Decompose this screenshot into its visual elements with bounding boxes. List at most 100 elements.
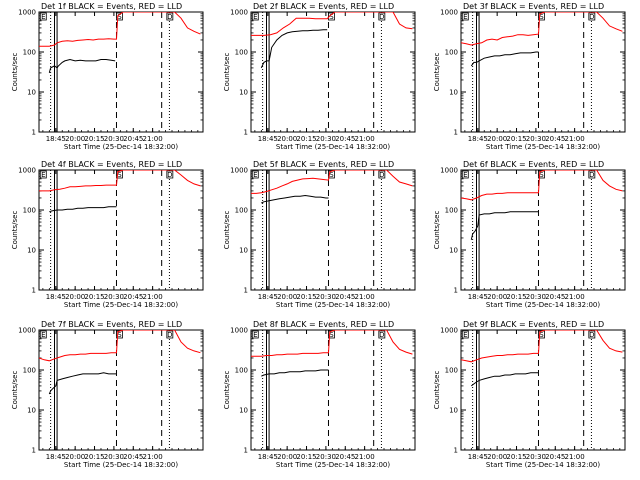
x-tick-label: 20:45 bbox=[545, 453, 565, 461]
chart-title: Det 3f BLACK = Events, RED = LLD bbox=[463, 2, 604, 11]
flag-label: S bbox=[329, 13, 334, 21]
y-tick-label: 1 bbox=[32, 129, 36, 137]
x-axis-label: Start Time (25-Dec-14 18:32:00) bbox=[486, 461, 600, 469]
y-axis-label: Counts/sec bbox=[223, 53, 231, 92]
chart-panel: Det 1f BLACK = Events, RED = LLD 1 10 100 10… bbox=[11, 2, 204, 151]
y-tick-label: 10 bbox=[27, 247, 36, 255]
flag-box bbox=[39, 170, 47, 179]
y-tick-label: 1 bbox=[244, 447, 248, 455]
flag-label: D bbox=[379, 171, 384, 179]
x-tick-label: 20:45 bbox=[123, 293, 143, 301]
lld-series-line bbox=[461, 170, 623, 201]
x-tick-label: 20:45 bbox=[335, 453, 355, 461]
events-series-line bbox=[49, 206, 117, 213]
plot-frame bbox=[250, 329, 416, 451]
y-tick-label: 1000 bbox=[18, 167, 36, 175]
flag-box bbox=[461, 12, 469, 21]
x-tick-label: 20:00 bbox=[65, 293, 85, 301]
x-tick-label: 20:45 bbox=[123, 135, 143, 143]
y-axis-label: Counts/sec bbox=[223, 211, 231, 250]
flag-label: S bbox=[117, 331, 122, 339]
x-tick-label: 18:45 bbox=[258, 453, 278, 461]
flag-box bbox=[116, 12, 123, 21]
x-tick-label: 20:45 bbox=[335, 293, 355, 301]
x-tick-label: 20:30 bbox=[104, 293, 124, 301]
y-tick-label: 1 bbox=[454, 129, 458, 137]
y-tick-label: 10 bbox=[449, 407, 458, 415]
x-axis-label: Start Time (25-Dec-14 18:32:00) bbox=[64, 301, 178, 309]
x-tick-label: 18:45 bbox=[468, 453, 488, 461]
x-tick-label: 20:15 bbox=[296, 293, 316, 301]
flag-label: D bbox=[589, 331, 594, 339]
events-series-line bbox=[470, 51, 539, 67]
x-axis-label: Start Time (25-Dec-14 18:32:00) bbox=[276, 461, 390, 469]
x-tick-label: 20:30 bbox=[316, 293, 336, 301]
y-tick-label: 1 bbox=[32, 287, 36, 295]
chart-title: Det 6f BLACK = Events, RED = LLD bbox=[463, 160, 604, 169]
y-tick-label: 1000 bbox=[440, 9, 458, 17]
chart-panel: Det 2f BLACK = Events, RED = LLD 1 10 100 10… bbox=[223, 2, 416, 151]
x-tick-label: 21:00 bbox=[143, 453, 163, 461]
x-tick-label: 21:00 bbox=[355, 135, 375, 143]
y-axis-label: Counts/sec bbox=[11, 53, 19, 92]
lld-series-line bbox=[39, 12, 201, 47]
flag-label: D bbox=[167, 171, 172, 179]
x-axis-label: Start Time (25-Dec-14 18:32:00) bbox=[276, 143, 390, 151]
y-tick-label: 100 bbox=[23, 367, 36, 375]
x-tick-label: 20:00 bbox=[277, 135, 297, 143]
lld-series-line bbox=[461, 12, 623, 46]
flag-box bbox=[461, 330, 469, 339]
y-tick-label: 1 bbox=[454, 287, 458, 295]
x-tick-label: 20:00 bbox=[487, 293, 507, 301]
lld-series-line bbox=[251, 170, 413, 194]
y-tick-label: 1 bbox=[454, 447, 458, 455]
flag-box bbox=[588, 12, 596, 21]
chart-title: Det 5f BLACK = Events, RED = LLD bbox=[253, 160, 394, 169]
x-tick-label: 18:45 bbox=[468, 293, 488, 301]
y-tick-label: 10 bbox=[27, 89, 36, 97]
flag-box bbox=[166, 330, 174, 339]
y-tick-label: 1000 bbox=[230, 167, 248, 175]
x-tick-label: 18:45 bbox=[46, 135, 66, 143]
plot-frame bbox=[460, 169, 626, 291]
x-tick-label: 20:15 bbox=[506, 453, 526, 461]
flag-label: S bbox=[539, 171, 544, 179]
flag-label: S bbox=[117, 13, 122, 21]
x-tick-label: 20:15 bbox=[84, 135, 104, 143]
x-axis-label: Start Time (25-Dec-14 18:32:00) bbox=[64, 143, 178, 151]
x-tick-label: 20:00 bbox=[65, 135, 85, 143]
y-tick-label: 1000 bbox=[18, 9, 36, 17]
x-axis-label: Start Time (25-Dec-14 18:32:00) bbox=[64, 461, 178, 469]
x-tick-label: 20:30 bbox=[104, 453, 124, 461]
flag-box bbox=[166, 12, 174, 21]
y-tick-label: 1000 bbox=[440, 167, 458, 175]
y-tick-label: 100 bbox=[235, 49, 248, 57]
y-axis-label: Counts/sec bbox=[11, 211, 19, 250]
x-tick-label: 18:45 bbox=[46, 453, 66, 461]
y-tick-label: 10 bbox=[27, 407, 36, 415]
x-tick-label: 20:15 bbox=[506, 293, 526, 301]
y-axis-label: Counts/sec bbox=[433, 211, 441, 250]
flag-box bbox=[461, 170, 469, 179]
chart-title: Det 4f BLACK = Events, RED = LLD bbox=[41, 160, 182, 169]
x-tick-label: 20:15 bbox=[296, 453, 316, 461]
flag-box bbox=[166, 170, 174, 179]
chart-panel: Det 9f BLACK = Events, RED = LLD 1 10 100 10… bbox=[433, 320, 626, 469]
y-tick-label: 100 bbox=[23, 207, 36, 215]
plot-frame bbox=[38, 329, 204, 451]
y-tick-label: 10 bbox=[239, 247, 248, 255]
plot-frame bbox=[38, 11, 204, 133]
flag-label: E bbox=[463, 331, 467, 339]
y-axis-label: Counts/sec bbox=[433, 53, 441, 92]
x-axis-label: Start Time (25-Dec-14 18:32:00) bbox=[276, 301, 390, 309]
events-series-line bbox=[260, 29, 328, 69]
y-axis-label: Counts/sec bbox=[433, 371, 441, 410]
chart-panel: Det 7f BLACK = Events, RED = LLD 1 10 100 10… bbox=[11, 320, 204, 469]
x-axis-label: Start Time (25-Dec-14 18:32:00) bbox=[486, 143, 600, 151]
events-series-line bbox=[261, 369, 329, 377]
flag-label: E bbox=[463, 171, 467, 179]
flag-label: E bbox=[41, 331, 45, 339]
x-tick-label: 21:00 bbox=[143, 135, 163, 143]
x-tick-label: 21:00 bbox=[143, 293, 163, 301]
